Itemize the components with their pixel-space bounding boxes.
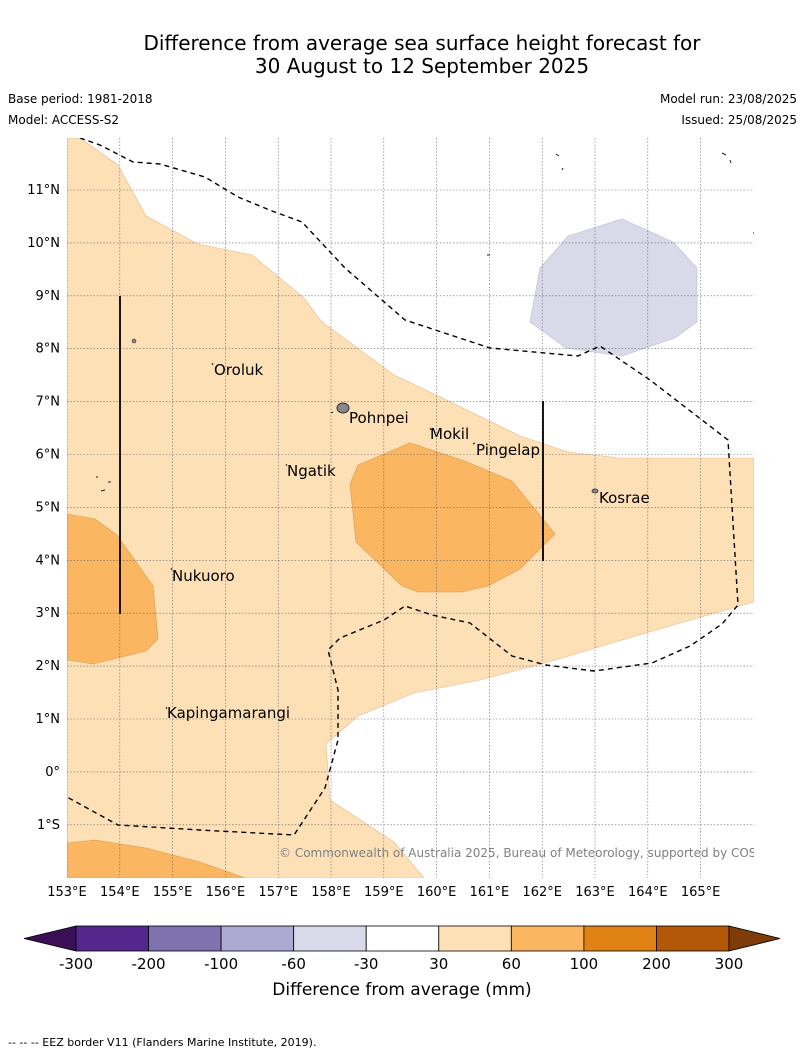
latitude-tick-label: 2°N xyxy=(36,659,61,674)
longitude-tick-label: 157°E xyxy=(258,885,298,900)
longitude-tick-label: 159°E xyxy=(364,885,404,900)
colorbar-bin xyxy=(656,925,730,952)
longitude-tick-label: 158°E xyxy=(311,885,351,900)
pohnpei-island xyxy=(336,402,350,414)
colorbar-tick-label: -200 xyxy=(132,955,166,973)
title-line-1: Difference from average sea surface heig… xyxy=(143,31,701,55)
latitude-tick-label: 4°N xyxy=(36,553,61,568)
colorbar-bin xyxy=(220,925,295,952)
colorbar-tick-label: 60 xyxy=(502,955,521,973)
longitude-tick-label: 162°E xyxy=(522,885,562,900)
colorbar-bin xyxy=(148,925,222,952)
latitude-tick-label: 3°N xyxy=(36,606,61,621)
colorbar-tick-labels: -300 -200 -100 -60 -30 30 60 100 200 300 xyxy=(59,955,743,973)
colorbar-tick-label: -30 xyxy=(354,955,379,973)
latitude-tick-label: 11°N xyxy=(27,183,60,198)
colorbar-tick-label: 100 xyxy=(570,955,599,973)
latitude-tick-label: 9°N xyxy=(36,289,61,304)
colorbar-extension-low xyxy=(23,925,77,952)
title-line-2: 30 August to 12 September 2025 xyxy=(254,54,590,78)
place-label-kosrae: Kosrae xyxy=(599,489,650,507)
longitude-tick-label: 163°E xyxy=(575,885,615,900)
longitude-tick-label: 161°E xyxy=(470,885,510,900)
chart-title: Difference from average sea surface heig… xyxy=(0,32,804,78)
eez-footnote: -- -- -- EEZ border V11 (Flanders Marine… xyxy=(8,1036,317,1049)
place-label-ngatik: Ngatik xyxy=(287,462,336,480)
colorbar-tick-label: 30 xyxy=(429,955,448,973)
colorbar-tick-label: -60 xyxy=(281,955,306,973)
latitude-tick-label: 8°N xyxy=(36,342,61,357)
latitude-tick-label: 10°N xyxy=(27,236,60,251)
longitude-tick-label: 164°E xyxy=(628,885,668,900)
longitude-tick-label: 153°E xyxy=(47,885,87,900)
latitude-tick-label: 5°N xyxy=(36,500,61,515)
map-fields: Oroluk Pohnpei Mokil Pingelap Ngatik Kosrae Nu… xyxy=(67,138,784,878)
colorbar-tick-label: -300 xyxy=(59,955,93,973)
latitude-tick-label: 1°S xyxy=(37,818,60,833)
place-label-kapingamarangi: Kapingamarangi xyxy=(167,704,290,722)
copyright-text: © Commonwealth of Australia 2025, Bureau… xyxy=(279,846,784,860)
anomaly-60-100-region-east xyxy=(349,442,556,593)
place-label-nukuoro: Nukuoro xyxy=(172,567,235,585)
colorbar-bin xyxy=(438,925,512,952)
place-label-pohnpei: Pohnpei xyxy=(349,409,409,427)
small-island xyxy=(131,338,137,344)
eez-border-north xyxy=(67,138,739,836)
colorbar-label: Difference from average (mm) xyxy=(272,980,531,1000)
island-specks xyxy=(96,152,754,710)
place-label-oroluk: Oroluk xyxy=(214,361,263,379)
colorbar-tick-label: 200 xyxy=(642,955,671,973)
colorbar-tick-label: 300 xyxy=(715,955,744,973)
longitude-tick-label: 154°E xyxy=(100,885,140,900)
base-period: Base period: 1981-2018 xyxy=(8,92,153,106)
longitude-labels: 153°E 154°E 155°E 156°E 157°E 158°E 159°E 160°E… xyxy=(47,885,720,900)
anomaly-60-100-region-west xyxy=(67,513,159,665)
place-label-mokil: Mokil xyxy=(430,425,469,443)
issued-date: Issued: 25/08/2025 xyxy=(681,113,797,127)
place-labels: Oroluk Pohnpei Mokil Pingelap Ngatik Kosrae Nu… xyxy=(167,361,650,722)
colorbar-bin xyxy=(293,925,367,952)
colorbar-tick-label: -100 xyxy=(204,955,238,973)
colorbar xyxy=(23,925,781,952)
anomaly-60-100-region-south xyxy=(67,839,246,878)
place-label-pingelap: Pingelap xyxy=(476,441,540,459)
model-name: Model: ACCESS-S2 xyxy=(8,113,120,127)
longitude-tick-label: 160°E xyxy=(417,885,457,900)
latitude-tick-label: 7°N xyxy=(36,395,61,410)
colorbar-bin xyxy=(583,925,657,952)
anomaly-minus30-minus60-region xyxy=(529,218,698,357)
longitude-tick-label: 156°E xyxy=(206,885,246,900)
colorbar-bin xyxy=(365,925,440,952)
latitude-tick-label: 0° xyxy=(45,765,60,780)
colorbar-bin xyxy=(510,925,585,952)
kosrae-island xyxy=(591,488,599,494)
colorbar-extension-high xyxy=(728,925,781,952)
longitude-tick-label: 155°E xyxy=(153,885,193,900)
latitude-tick-label: 6°N xyxy=(36,448,61,463)
colorbar-bin xyxy=(75,925,149,952)
latitude-labels: 11°N 10°N 9°N 8°N 7°N 6°N 5°N 4°N 3°N 2°N 1°N 0° 1°S xyxy=(27,183,60,833)
latitude-tick-label: 1°N xyxy=(36,712,61,727)
model-run: Model run: 23/08/2025 xyxy=(659,92,797,106)
longitude-tick-label: 165°E xyxy=(681,885,721,900)
